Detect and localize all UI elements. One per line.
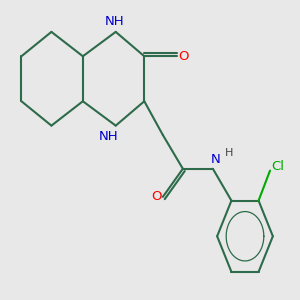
Text: NH: NH xyxy=(99,130,118,143)
Text: NH: NH xyxy=(104,15,124,28)
Text: N: N xyxy=(211,153,220,166)
Text: H: H xyxy=(224,148,233,158)
Text: Cl: Cl xyxy=(272,160,284,173)
Text: O: O xyxy=(151,190,162,203)
Text: O: O xyxy=(178,50,189,63)
